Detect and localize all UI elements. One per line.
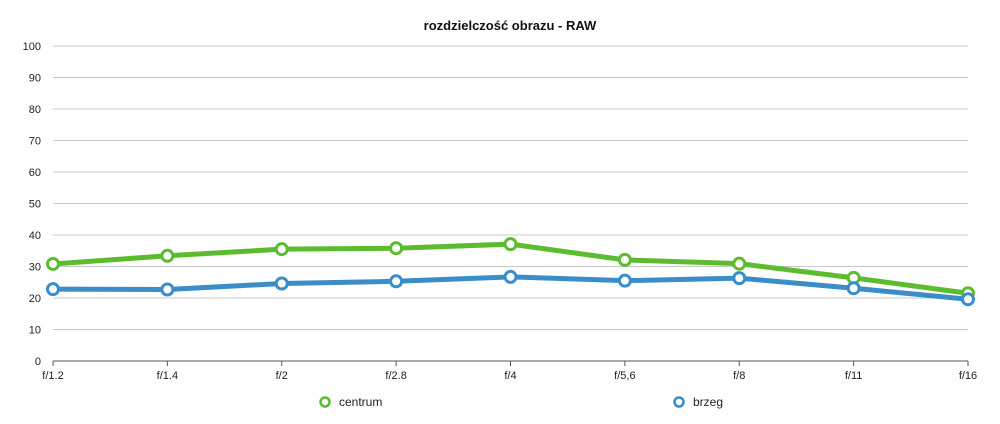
data-point [846, 281, 861, 296]
data-point [46, 282, 60, 297]
y-tick-label: 10 [29, 325, 41, 337]
y-tick-label: 50 [29, 199, 41, 211]
legend-label: centrum [339, 395, 382, 409]
y-tick-label: 0 [35, 356, 41, 368]
y-tick-label: 90 [29, 73, 41, 85]
y-tick-label: 70 [29, 136, 41, 148]
data-point [732, 271, 747, 286]
y-tick-label: 40 [29, 230, 41, 242]
data-point [160, 248, 175, 263]
legend-label: brzeg [693, 395, 723, 409]
x-axis: f/1.2 f/1.4 f/2 f/2.8 f/4 f/5,6 f/8 f/11 f/16 [42, 361, 977, 382]
y-axis: 0 10 20 30 40 50 60 70 80 90 100 [23, 41, 41, 368]
x-tick-label: f/2.8 [385, 370, 406, 382]
y-tick-label: 20 [29, 293, 41, 305]
data-point [46, 256, 60, 271]
data-point [274, 242, 289, 257]
legend-marker [673, 396, 685, 408]
data-point [389, 274, 404, 289]
data-point [503, 237, 518, 252]
x-tick-label: f/1.4 [157, 370, 178, 382]
series-group [46, 237, 975, 307]
x-tick-label: f/4 [504, 370, 516, 382]
legend-marker [319, 396, 331, 408]
y-tick-label: 100 [23, 41, 41, 53]
x-tick-label: f/11 [845, 370, 863, 382]
x-tick-label: f/8 [733, 370, 745, 382]
x-tick-label: f/5,6 [614, 370, 635, 382]
y-tick-label: 80 [29, 104, 41, 116]
data-point [160, 282, 175, 297]
x-tick-label: f/2 [276, 370, 288, 382]
series-brzeg [46, 269, 975, 307]
y-tick-label: 30 [29, 262, 41, 274]
legend: centrum brzeg [319, 395, 723, 409]
data-point [961, 292, 975, 307]
data-point [274, 276, 289, 291]
data-point [503, 269, 518, 284]
y-tick-label: 60 [29, 167, 41, 179]
chart-title: rozdzielczość obrazu - RAW [424, 18, 597, 33]
x-tick-label: f/1.2 [42, 370, 63, 382]
data-point [732, 256, 747, 271]
data-point [389, 241, 404, 256]
data-point [617, 273, 632, 288]
gridlines [53, 45, 968, 362]
data-point [617, 252, 632, 267]
x-tick-label: f/16 [959, 370, 977, 382]
